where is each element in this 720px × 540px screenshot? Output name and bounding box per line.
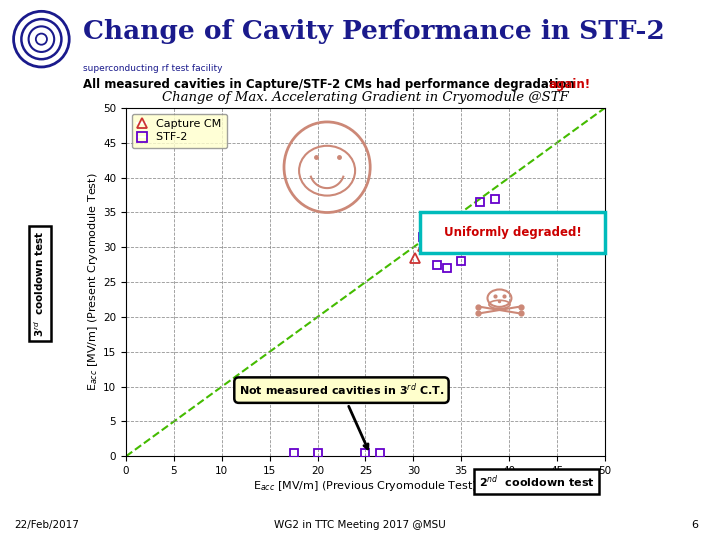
Text: Change of Cavity Performance in STF-2: Change of Cavity Performance in STF-2 (83, 19, 665, 44)
Legend:   Capture CM,   STF-2: Capture CM, STF-2 (132, 113, 227, 148)
Text: 6: 6 (691, 520, 698, 530)
Text: 3$^{rd}$  cooldown test: 3$^{rd}$ cooldown test (32, 230, 47, 337)
Text: Uniformly degraded!: Uniformly degraded! (444, 226, 582, 239)
Text: again!: again! (549, 78, 591, 91)
Text: All measured cavities in Capture/STF-2 CMs had performance degradation: All measured cavities in Capture/STF-2 C… (83, 78, 579, 91)
X-axis label: E$_{acc}$ [MV/m] (Previous Cryomodule Test): E$_{acc}$ [MV/m] (Previous Cryomodule Te… (253, 479, 477, 493)
Title: Change of Max. Accelerating Gradient in Cryomodule @STF: Change of Max. Accelerating Gradient in … (162, 91, 569, 104)
Text: Not measured cavities in 3$^{rd}$ C.T.: Not measured cavities in 3$^{rd}$ C.T. (239, 382, 444, 449)
Text: 22/Feb/2017: 22/Feb/2017 (14, 520, 79, 530)
Text: WG2 in TTC Meeting 2017 @MSU: WG2 in TTC Meeting 2017 @MSU (274, 520, 446, 530)
Text: 2$^{nd}$  cooldown test: 2$^{nd}$ cooldown test (479, 474, 594, 490)
Y-axis label: E$_{acc}$ [MV/m] (Present Cryomodule Test): E$_{acc}$ [MV/m] (Present Cryomodule Tes… (86, 173, 100, 392)
FancyBboxPatch shape (420, 212, 605, 253)
Text: superconducting rf test facility: superconducting rf test facility (83, 64, 222, 73)
